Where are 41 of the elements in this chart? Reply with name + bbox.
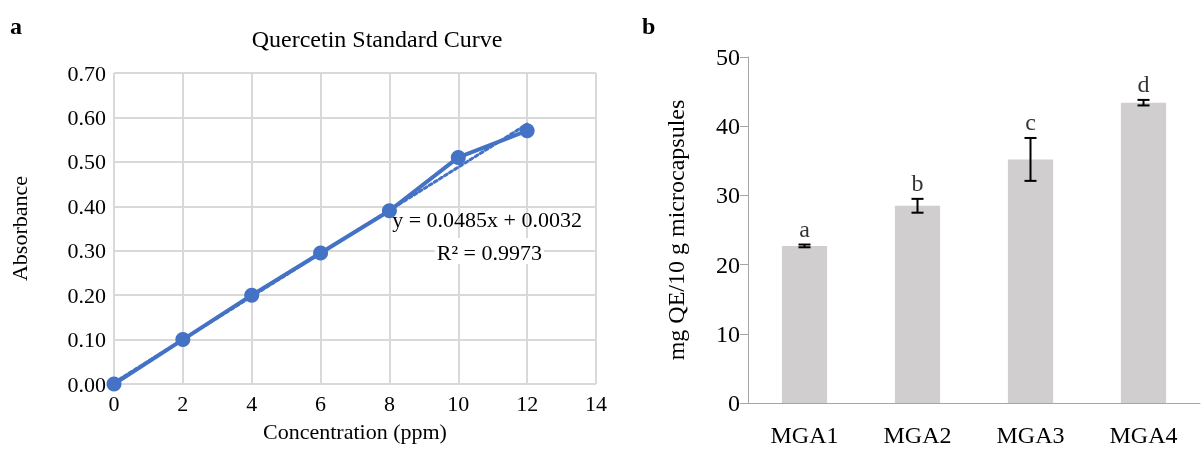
annotation: R² = 0.9973 [436,239,543,265]
y-tick-label: 0.50 [67,149,106,175]
x-tick-label: 8 [383,390,395,416]
x-tick-label: MGA2 [883,422,952,448]
y-axis-title: Absorbance [6,175,32,282]
chart-title: Quercetin Standard Curve [251,26,503,52]
annotation: c [1025,108,1036,135]
x-tick-label: 2 [177,390,189,416]
y-tick-label: 0.40 [67,193,106,219]
point [450,149,466,165]
bar [894,205,941,403]
text: a [10,13,22,39]
annotation: y = 0.0485x + 0.0032 [392,206,583,232]
y-tick-label: 0.70 [67,60,106,86]
y-tick-label: 20 [716,251,740,278]
y-tick-label: 0.10 [67,327,106,353]
x-tick-label: 14 [585,390,607,416]
x-tick-label: 10 [447,390,470,416]
y-tick-label: 0.00 [67,371,106,397]
x-tick-label: MGA1 [770,422,839,448]
x-tick-label: 6 [315,390,327,416]
annotation: d [1137,70,1150,97]
y-tick-label: 40 [716,113,740,140]
x-tick-label: MGA3 [996,422,1065,448]
y-tick-label: 0.20 [67,282,106,308]
bar [1007,159,1054,403]
x-axis-title: Concentration (ppm) [263,418,447,444]
bar [1120,102,1167,403]
y-tick-label: 50 [716,44,740,70]
annotation: a [799,215,811,242]
y-tick-label: 10 [716,320,740,347]
x-tick-label: 12 [516,390,539,416]
y-tick-label: 0.60 [67,104,106,130]
annotation: b [911,169,924,196]
bar [781,245,828,403]
y-tick-label: 30 [716,182,740,209]
x-tick-label: 4 [246,390,258,416]
text: b [642,13,656,39]
x-tick-label: MGA4 [1109,422,1178,448]
y-tick-label: 0.30 [67,238,106,264]
y-axis-title: mg QE/10 g microcapsules [663,99,689,361]
